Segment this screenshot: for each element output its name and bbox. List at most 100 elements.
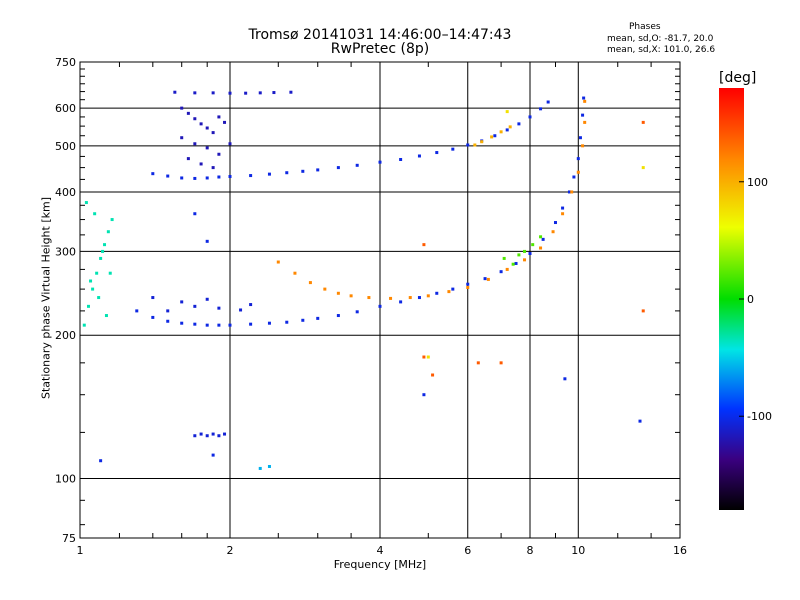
scatter-point <box>480 140 484 144</box>
scatter-point <box>502 256 506 260</box>
scatter-point <box>223 120 227 124</box>
scatter-point <box>336 166 340 170</box>
scatter-point <box>426 355 430 359</box>
scatter-point <box>553 221 557 225</box>
scatter-point <box>435 151 439 155</box>
scatter-point <box>180 176 184 180</box>
colorbar-tick-label: 0 <box>747 293 754 306</box>
axis-ticks: 1 2 4 6 8 10 16 75 100 200 300 400 500 600 750 <box>55 56 687 557</box>
scatter-point <box>199 162 203 166</box>
scatter-point <box>82 323 86 327</box>
scatter-point <box>493 134 497 138</box>
scatter-point <box>528 115 532 119</box>
colorbar-ticks: 100 0 -100 <box>739 176 772 423</box>
chart-title: Tromsø 20141031 14:46:00–14:47:43 <box>248 27 512 43</box>
colorbar-tick-label: 100 <box>747 176 768 189</box>
scatter-point <box>308 281 312 285</box>
scatter-point <box>576 170 580 174</box>
scatter-point <box>336 314 340 318</box>
x-tick-label: 8 <box>527 544 534 557</box>
scatter-point <box>561 212 565 216</box>
scatter-point <box>508 125 512 129</box>
scatter-point <box>316 168 320 172</box>
scatter-point <box>93 212 97 216</box>
scatter-point <box>205 239 209 243</box>
scatter-point <box>258 466 262 470</box>
scatter-point <box>151 296 155 300</box>
scatter-point <box>228 175 232 179</box>
scatter-point <box>217 434 221 438</box>
scatter-point <box>180 106 184 110</box>
scatter-point <box>267 321 271 325</box>
scatter-point <box>205 146 209 150</box>
scatter-point <box>499 130 503 134</box>
scatter-point <box>173 90 177 94</box>
scatter-point <box>180 321 184 325</box>
scatter-point <box>205 297 209 301</box>
scatter-point <box>108 271 112 275</box>
scatter-point <box>355 163 359 167</box>
scatter-point <box>638 419 642 423</box>
y-tick-label: 200 <box>55 329 76 342</box>
scatter-point <box>217 115 221 119</box>
scatter-point <box>217 152 221 156</box>
x-tick-label: 2 <box>227 544 234 557</box>
scatter-point <box>289 90 293 94</box>
scatter-point <box>451 147 455 151</box>
scatter-point <box>641 120 645 124</box>
scatter-point <box>581 144 585 148</box>
scatter-point <box>641 166 645 170</box>
scatter-point <box>180 300 184 304</box>
scatter-point <box>486 277 490 281</box>
scatter-point <box>186 157 190 161</box>
scatter-point <box>193 304 197 308</box>
scatter-point <box>99 256 103 260</box>
scatter-point <box>193 91 197 95</box>
scatter-point <box>110 218 114 222</box>
scatter-point <box>267 464 271 468</box>
scatter-point <box>180 136 184 140</box>
scatter-point <box>408 296 412 300</box>
scatter-point <box>426 294 430 298</box>
y-tick-label: 75 <box>62 532 76 545</box>
x-tick-label: 10 <box>571 544 585 557</box>
x-tick-label: 6 <box>464 544 471 557</box>
scatter-point <box>205 126 209 130</box>
scatter-point <box>166 319 170 323</box>
scatter-point <box>523 249 527 253</box>
scatter-point <box>99 459 103 463</box>
scatter-point <box>258 91 262 95</box>
scatter-point <box>217 175 221 179</box>
phase-stats-x-mode: mean, sd,X: 101.0, 26.6 <box>607 45 716 55</box>
phase-stats-o-mode: mean, sd,O: -81.7, 20.0 <box>607 34 714 44</box>
scatter-point <box>166 309 170 313</box>
scatter-point <box>514 261 518 265</box>
scatter-point <box>223 432 227 436</box>
scatter-point <box>578 136 582 140</box>
chart-subtitle: RwPretec (8p) <box>330 41 430 57</box>
scatter-point <box>211 453 215 457</box>
scatter-point <box>101 249 105 253</box>
scatter-point <box>249 303 253 307</box>
scatter-point <box>151 172 155 176</box>
scatter-point <box>199 432 203 436</box>
scatter-point <box>505 128 509 132</box>
colorbar-unit-label: [deg] <box>719 70 756 86</box>
grid-lines <box>80 62 680 538</box>
scatter-point <box>272 91 276 95</box>
scatter-point <box>576 157 580 161</box>
y-tick-label: 100 <box>55 473 76 486</box>
scatter-point <box>539 246 543 250</box>
scatter-point <box>249 322 253 326</box>
scatter-point <box>389 296 393 300</box>
scatter-point <box>84 201 88 205</box>
scatter-point <box>228 91 232 95</box>
scatter-point <box>451 287 455 291</box>
y-tick-label: 300 <box>55 245 76 258</box>
scatter-point <box>301 169 305 173</box>
scatter-point <box>276 260 280 264</box>
scatter-point <box>511 262 515 266</box>
scatter-point <box>193 176 197 180</box>
scatter-point <box>205 176 209 180</box>
